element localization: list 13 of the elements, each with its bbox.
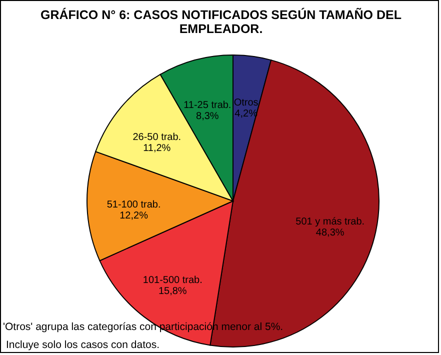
slice-label: 26-50 trab. xyxy=(132,132,182,144)
data-label: 48,3% xyxy=(316,228,344,239)
data-label: 11,2% xyxy=(143,143,171,154)
chart-title: GRÁFICO N° 6: CASOS NOTIFICADOS SEGÚN TAMAÑO DEL EMPLEADOR. xyxy=(40,7,402,36)
slice-label: 501 y más trab. xyxy=(296,216,365,228)
slice-label: 11-25 trab. xyxy=(184,100,232,112)
text: Incluye solo los casos con datos. xyxy=(6,339,160,351)
data-label: 12,2% xyxy=(120,210,148,222)
slice-label: 101-500 trab. xyxy=(142,274,202,286)
slice-label: Otros xyxy=(234,98,258,109)
data-label: 15,8% xyxy=(158,286,187,297)
slice-label: 51-100 trab. xyxy=(106,200,161,211)
data-label: 8,3% xyxy=(196,111,219,122)
